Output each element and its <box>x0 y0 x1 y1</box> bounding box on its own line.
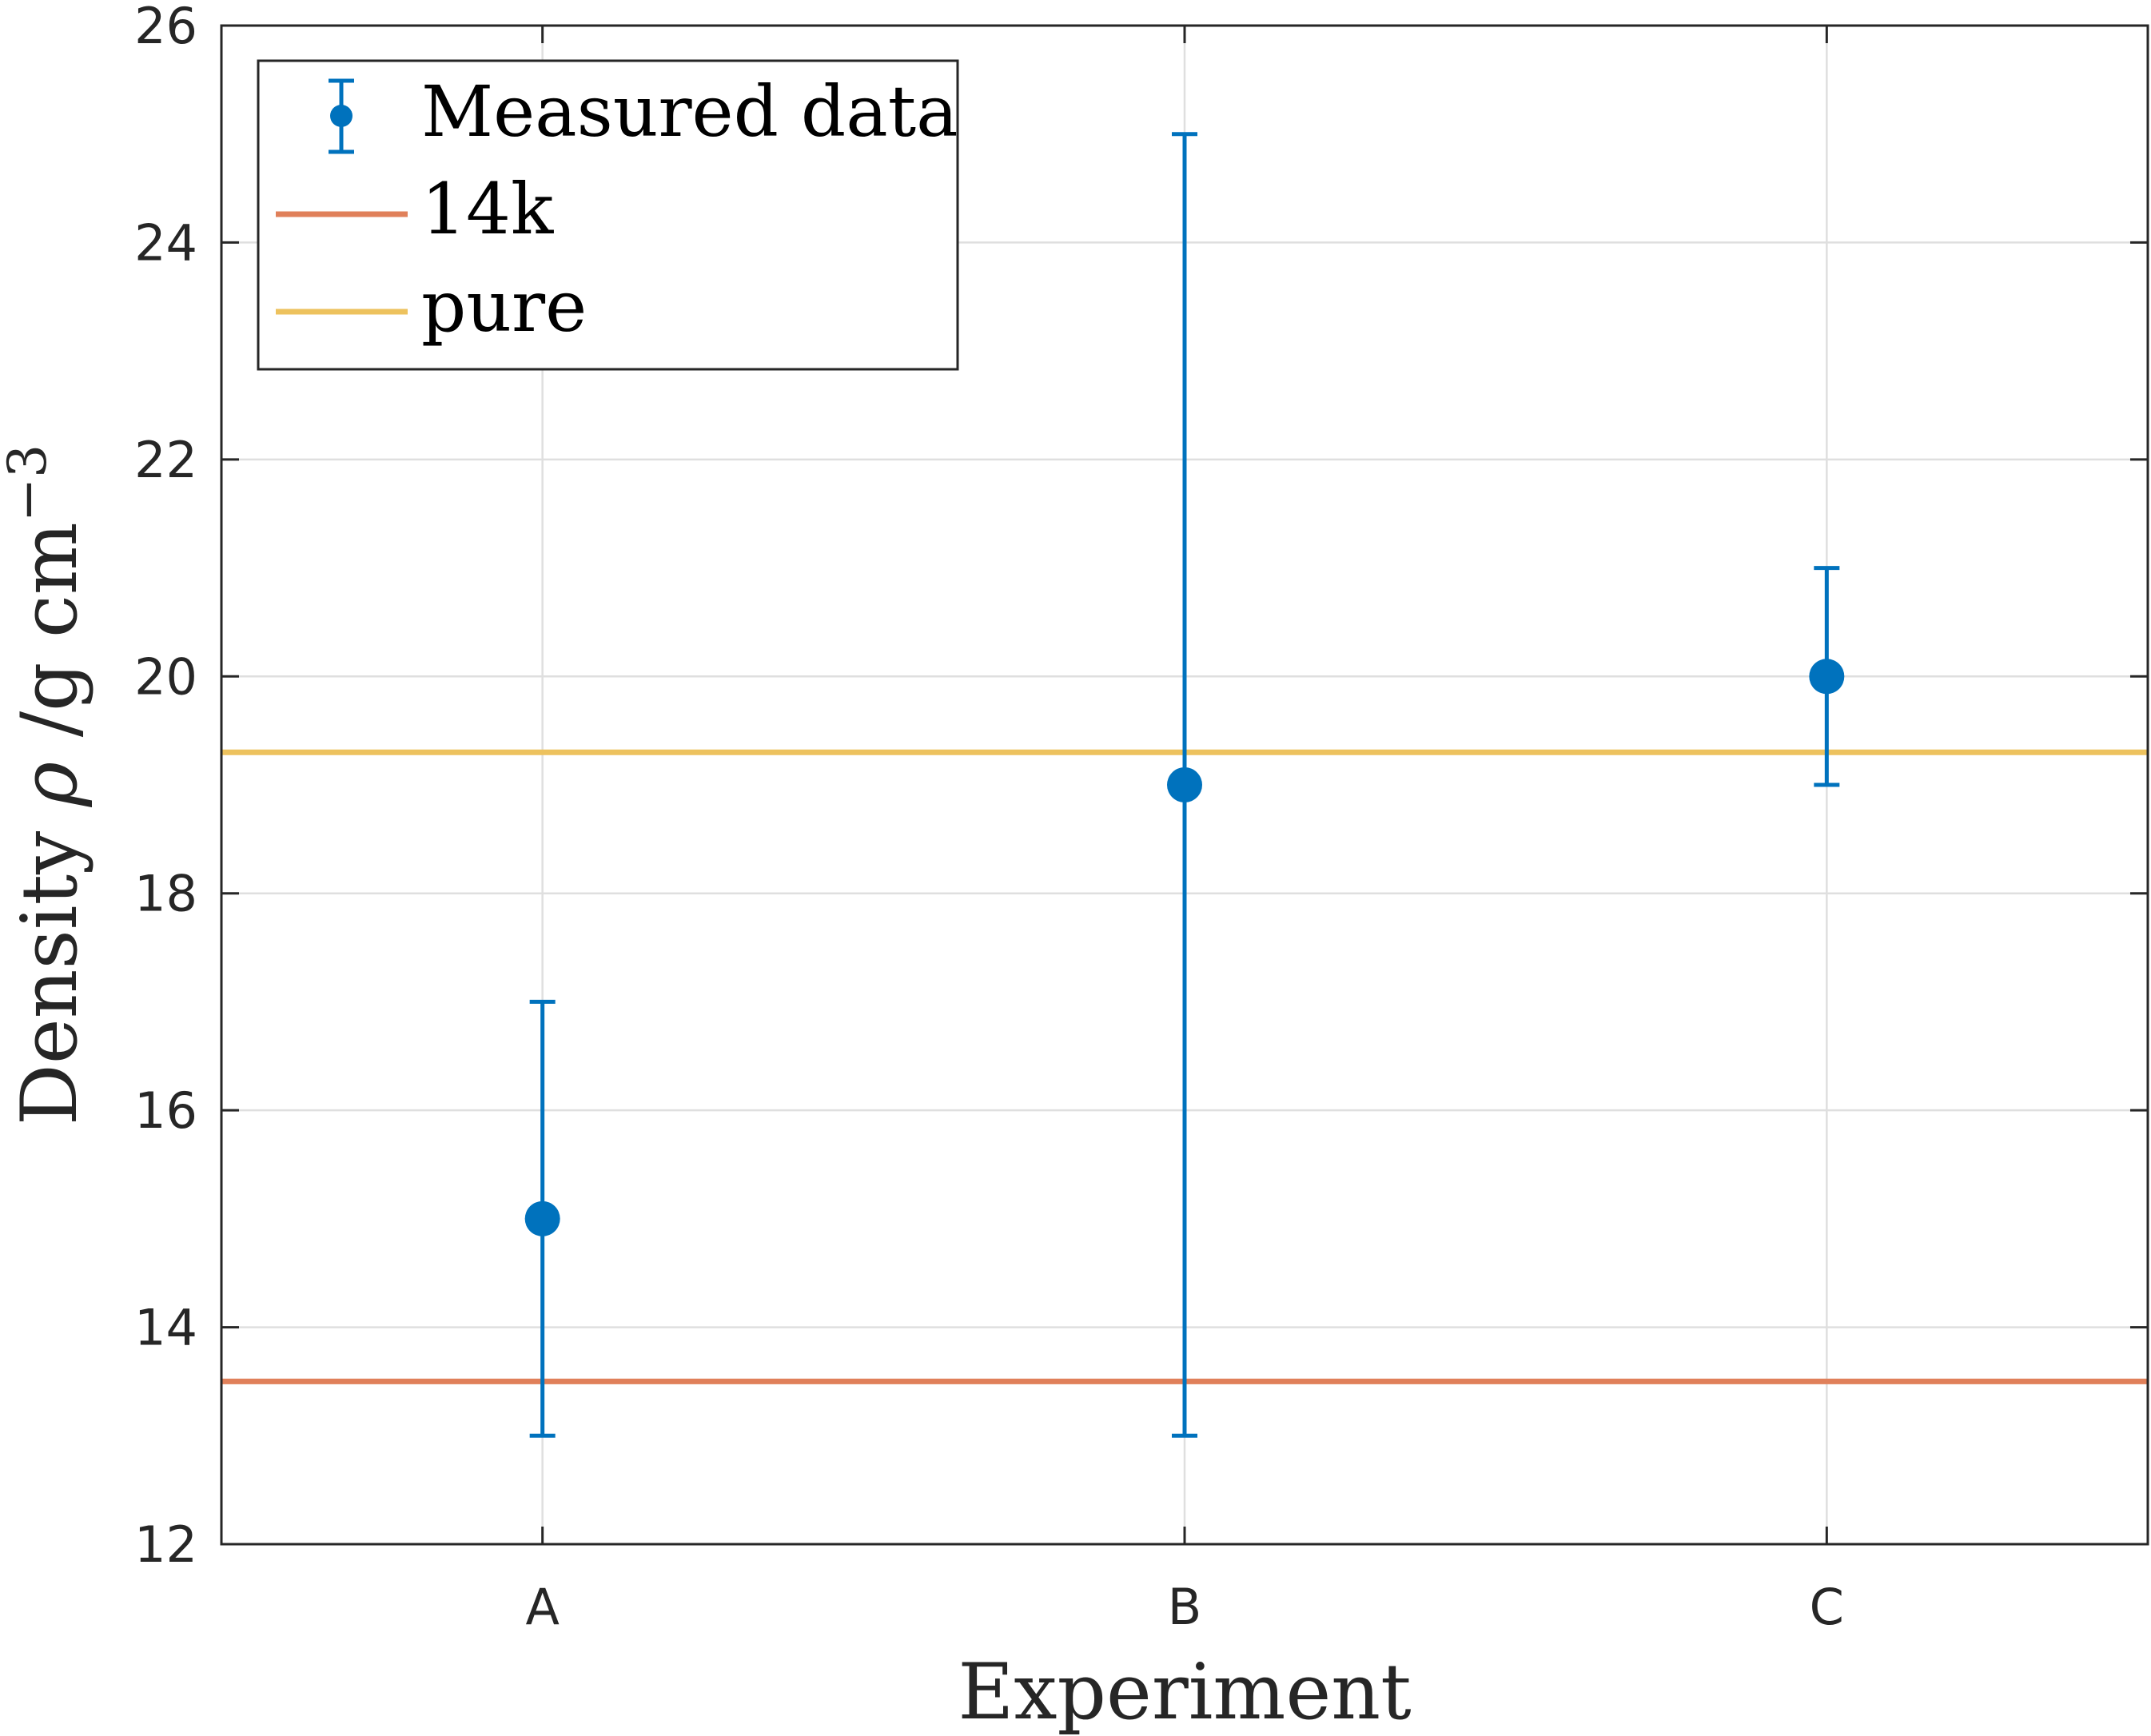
x-tick-label: B <box>1168 1578 1202 1636</box>
y-tick-label: 12 <box>134 1515 197 1574</box>
legend-label-measured-data: Measured data <box>421 70 958 153</box>
data-marker <box>1809 659 1845 695</box>
data-point-B <box>1167 132 1202 1438</box>
y-axis-title: Density ρ /g cm−3 <box>0 444 94 1125</box>
y-tick-label: 16 <box>134 1081 197 1140</box>
y-tick-label: 20 <box>134 647 197 706</box>
legend: Measured data 14k pure <box>257 59 959 371</box>
legend-label-pure: pure <box>421 265 587 348</box>
y-tick-label: 24 <box>134 213 197 272</box>
x-tick-label: A <box>525 1578 559 1636</box>
y-axis-title-unit: /g cm <box>5 522 94 762</box>
measured-data-series <box>524 132 1845 1438</box>
y-axis-ticks: 12 14 16 18 20 22 24 26 <box>134 0 2148 1574</box>
x-axis-ticks: A B C <box>525 26 1844 1636</box>
y-tick-label: 18 <box>134 865 197 923</box>
x-tick-label: C <box>1810 1578 1844 1636</box>
y-tick-label: 14 <box>134 1299 197 1357</box>
y-axis-title-exponent: −3 <box>0 444 58 522</box>
y-tick-label: 26 <box>134 0 197 55</box>
data-marker <box>1167 767 1202 802</box>
legend-label-14k: 14k <box>421 168 554 250</box>
data-marker <box>524 1200 560 1236</box>
y-axis-title-symbol: ρ <box>5 762 94 807</box>
y-axis-title-prefix: Density <box>5 806 94 1125</box>
legend-point <box>330 105 353 127</box>
data-point-C <box>1809 566 1845 787</box>
legend-marker-measured-data <box>329 78 354 154</box>
y-tick-label: 22 <box>134 431 197 489</box>
data-point-A <box>524 999 560 1438</box>
x-axis-title: Experiment <box>958 1647 1411 1736</box>
